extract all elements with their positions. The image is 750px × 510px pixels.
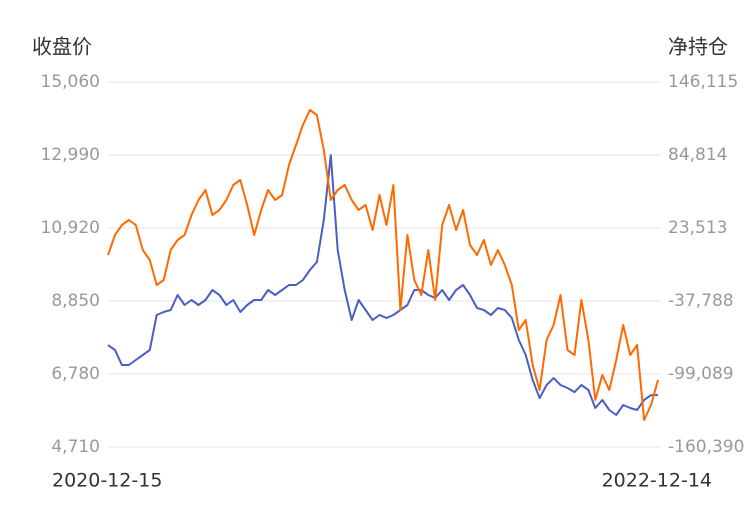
y-tick-label: 15,060 xyxy=(41,72,100,92)
y-tick-label: 10,920 xyxy=(41,218,100,238)
series-line xyxy=(107,154,658,416)
series-line xyxy=(107,109,659,421)
y-tick-label: 8,850 xyxy=(51,291,100,311)
y-tick-label: 12,990 xyxy=(41,145,100,165)
y2-tick-label: 84,814 xyxy=(668,145,727,165)
y-tick-label: 4,710 xyxy=(51,437,100,457)
y2-tick-label: 23,513 xyxy=(668,218,727,238)
y-tick-label: 6,780 xyxy=(51,364,100,384)
y2-tick-label: -37,788 xyxy=(668,291,734,311)
x-tick-label: 2020-12-15 xyxy=(52,470,162,492)
y2-tick-label: 146,115 xyxy=(668,72,738,92)
x-tick-label: 2022-12-14 xyxy=(602,470,712,492)
y2-tick-label: -99,089 xyxy=(668,364,734,384)
y2-axis-title: 净持仓 xyxy=(668,35,728,59)
y2-tick-label: -160,390 xyxy=(668,437,744,457)
y-axis-title: 收盘价 xyxy=(32,35,92,59)
